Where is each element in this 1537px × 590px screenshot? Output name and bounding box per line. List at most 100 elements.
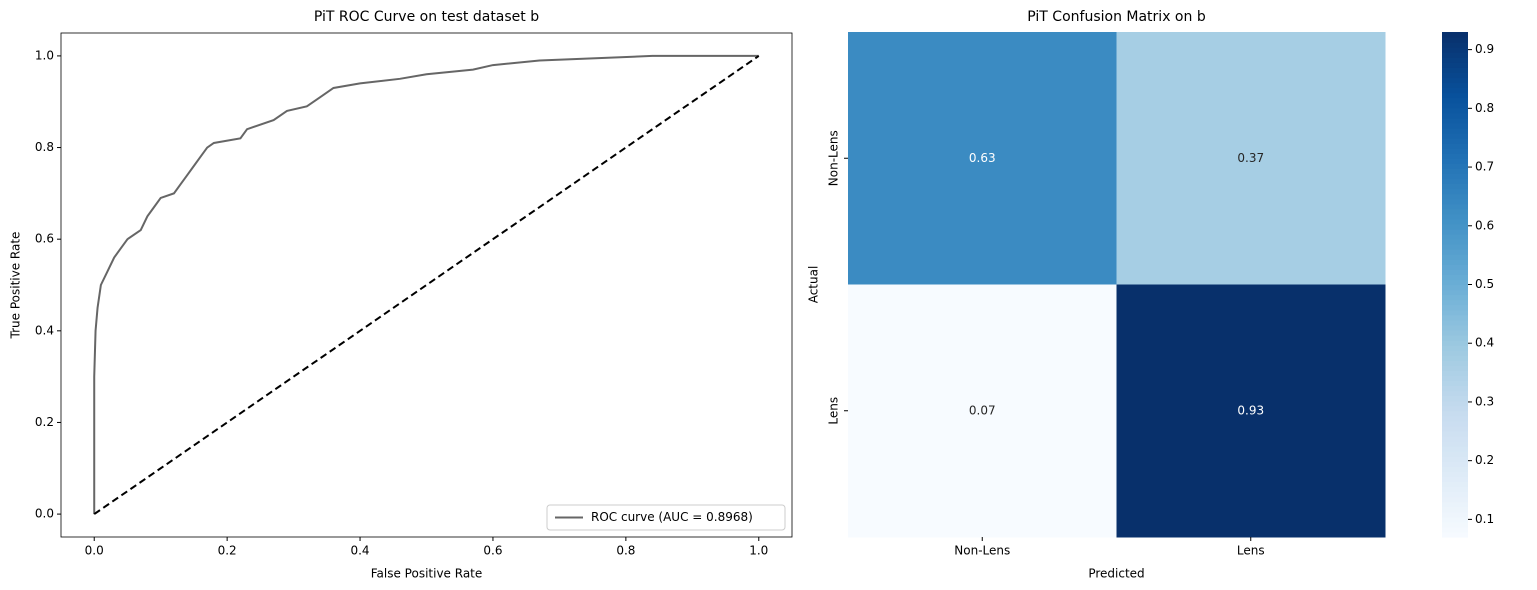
colorbar-step xyxy=(1442,324,1468,331)
colorbar-step xyxy=(1442,143,1468,149)
cell-label: 0.93 xyxy=(1237,403,1264,417)
colorbar-step xyxy=(1442,269,1468,275)
colorbar-tick-label: 0.3 xyxy=(1475,394,1494,408)
colorbar-step xyxy=(1442,511,1468,518)
colorbar-step xyxy=(1442,405,1468,412)
colorbar-step xyxy=(1442,244,1468,250)
colorbar-tick-label: 0.4 xyxy=(1475,336,1494,350)
colorbar-step xyxy=(1442,97,1468,104)
colorbar-step xyxy=(1442,486,1468,493)
colorbar-step xyxy=(1442,365,1468,371)
colorbar-step xyxy=(1442,42,1468,48)
colorbar-step xyxy=(1442,476,1468,483)
cell-label: 0.37 xyxy=(1237,151,1264,165)
y-axis-label: True Positive Rate xyxy=(9,232,23,340)
colorbar-step xyxy=(1442,112,1468,119)
colorbar-step xyxy=(1442,72,1468,79)
chart-title: PiT ROC Curve on test dataset b xyxy=(314,9,539,25)
colorbar-step xyxy=(1442,254,1468,260)
colorbar-step xyxy=(1442,92,1468,99)
legend-label: ROC curve (AUC = 0.8968) xyxy=(591,510,753,524)
colorbar-step xyxy=(1442,183,1468,190)
colorbar-step xyxy=(1442,304,1468,311)
colorbar-step xyxy=(1442,375,1468,382)
colorbar-step xyxy=(1442,77,1468,84)
colorbar-step xyxy=(1442,173,1468,180)
colorbar-step xyxy=(1442,531,1468,538)
colorbar-step xyxy=(1442,516,1468,523)
colorbar-step xyxy=(1442,153,1468,159)
y-axis-label: Actual xyxy=(807,266,821,304)
colorbar-step xyxy=(1442,32,1468,38)
colorbar-step xyxy=(1442,67,1468,73)
colorbar-step xyxy=(1442,223,1468,230)
colorbar-step xyxy=(1442,345,1468,351)
colorbar-step xyxy=(1442,436,1468,442)
x-tick-label: 1.0 xyxy=(749,544,768,558)
colorbar-step xyxy=(1442,506,1468,513)
colorbar-step xyxy=(1442,309,1468,316)
legend-box xyxy=(546,504,786,531)
colorbar-step xyxy=(1442,178,1468,185)
colorbar-step xyxy=(1442,314,1468,321)
cell-label: 0.07 xyxy=(969,403,996,417)
colorbar-tick-label: 0.2 xyxy=(1475,453,1494,467)
colorbar-step xyxy=(1442,249,1468,255)
colorbar-step xyxy=(1442,335,1468,341)
colorbar-step xyxy=(1442,481,1468,488)
colorbar-step xyxy=(1442,350,1468,356)
y-tick-label: 0.8 xyxy=(35,140,54,154)
y-tick-label: Non-Lens xyxy=(827,130,841,186)
colorbar-step xyxy=(1442,274,1468,281)
colorbar-step xyxy=(1442,102,1468,109)
y-tick-label: 0.2 xyxy=(35,415,54,429)
y-tick-label: 0.6 xyxy=(35,232,54,246)
series-line xyxy=(93,54,759,515)
heatmap-cell xyxy=(848,32,1117,285)
series-line xyxy=(93,55,760,515)
colorbar-tick-label: 0.8 xyxy=(1475,101,1494,115)
colorbar-step xyxy=(1442,456,1468,462)
colorbar-step xyxy=(1442,87,1468,94)
x-axis-label: False Positive Rate xyxy=(371,567,483,581)
colorbar-step xyxy=(1442,117,1468,124)
x-tick-label: 0.6 xyxy=(483,544,502,558)
colorbar-step xyxy=(1442,234,1468,240)
colorbar-step xyxy=(1442,188,1468,195)
colorbar-step xyxy=(1442,82,1468,89)
colorbar-step xyxy=(1442,148,1468,154)
colorbar-step xyxy=(1442,208,1468,215)
colorbar-step xyxy=(1442,420,1468,427)
x-tick-label: 0.2 xyxy=(218,544,237,558)
colorbar-step xyxy=(1442,380,1468,387)
colorbar-step xyxy=(1442,415,1468,422)
heatmap-cell xyxy=(848,284,1117,538)
colorbar-step xyxy=(1442,390,1468,397)
y-tick-label: 0.4 xyxy=(35,323,54,337)
colorbar-step xyxy=(1442,198,1468,205)
chart-title: PiT Confusion Matrix on b xyxy=(1027,9,1206,25)
colorbar-tick-label: 0.5 xyxy=(1475,277,1494,291)
colorbar-step xyxy=(1442,526,1468,533)
colorbar-step xyxy=(1442,451,1468,457)
colorbar-step xyxy=(1442,284,1468,291)
colorbar-step xyxy=(1442,62,1468,68)
heatmap-cell xyxy=(1116,284,1386,538)
colorbar-step xyxy=(1442,203,1468,210)
colorbar-step xyxy=(1442,360,1468,366)
colorbar-step xyxy=(1442,52,1468,58)
colorbar-step xyxy=(1442,430,1468,437)
colorbar-step xyxy=(1442,441,1468,447)
colorbar-step xyxy=(1442,370,1468,376)
colorbar-step xyxy=(1442,239,1468,245)
colorbar-step xyxy=(1442,466,1468,472)
colorbar-step xyxy=(1442,228,1468,235)
colorbar-step xyxy=(1442,385,1468,392)
colorbar-step xyxy=(1442,400,1468,407)
colorbar-step xyxy=(1442,340,1468,346)
colorbar-step xyxy=(1442,218,1468,225)
colorbar-step xyxy=(1442,319,1468,326)
colorbar-step xyxy=(1442,491,1468,498)
colorbar-step xyxy=(1442,446,1468,452)
